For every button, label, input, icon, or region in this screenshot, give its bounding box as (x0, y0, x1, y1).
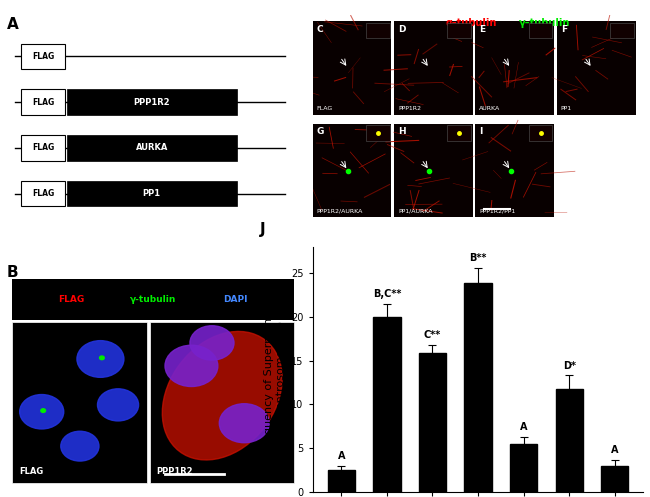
Text: FLAG: FLAG (20, 467, 44, 476)
Text: FLAG: FLAG (32, 52, 55, 61)
Text: FLAG: FLAG (317, 106, 333, 111)
Text: γ–tubulin: γ–tubulin (519, 18, 570, 28)
Text: PP1: PP1 (143, 189, 161, 198)
Text: C: C (317, 25, 323, 34)
Bar (556, 389, 583, 492)
Bar (557, 21, 636, 115)
Text: FLAG: FLAG (58, 295, 84, 304)
Circle shape (41, 409, 46, 413)
Bar (12, 322, 148, 483)
Bar (447, 22, 471, 38)
Bar (12, 279, 294, 320)
Text: C**: C** (424, 331, 441, 340)
Bar (366, 125, 389, 141)
Bar (313, 21, 391, 115)
Text: I: I (479, 127, 483, 136)
Text: F: F (561, 25, 567, 34)
Circle shape (190, 326, 234, 360)
Bar (313, 124, 391, 217)
Text: J: J (259, 222, 265, 237)
Text: FLAG: FLAG (32, 144, 55, 153)
Text: α–tubulin: α–tubulin (446, 18, 497, 28)
FancyBboxPatch shape (67, 135, 237, 161)
Text: FLAG: FLAG (32, 189, 55, 198)
Text: A: A (6, 17, 18, 32)
Bar (528, 125, 552, 141)
Text: PP1/AURKA: PP1/AURKA (398, 208, 432, 214)
Text: D: D (398, 25, 406, 34)
Text: PPP1R2: PPP1R2 (398, 106, 421, 111)
Text: AURKA: AURKA (136, 144, 168, 153)
Bar (610, 22, 634, 38)
Circle shape (219, 404, 269, 443)
Bar (366, 22, 389, 38)
Text: AURKA: AURKA (479, 106, 501, 111)
Text: DAPI: DAPI (223, 295, 248, 304)
Ellipse shape (162, 331, 282, 460)
Bar (464, 283, 491, 492)
Text: B,C**: B,C** (372, 289, 401, 299)
Bar (394, 21, 473, 115)
Bar (373, 317, 400, 492)
Circle shape (99, 356, 104, 360)
FancyBboxPatch shape (21, 44, 65, 69)
Circle shape (77, 340, 124, 377)
Text: PP1: PP1 (561, 106, 572, 111)
Bar (150, 322, 294, 483)
Y-axis label: Frequency of Supernumerary
Centrosomes (%): Frequency of Supernumerary Centrosomes (… (264, 288, 285, 451)
Bar (510, 444, 538, 492)
Text: FLAG: FLAG (32, 97, 55, 106)
Bar (601, 466, 629, 492)
FancyBboxPatch shape (67, 89, 237, 115)
Text: E: E (479, 25, 486, 34)
Bar (419, 353, 446, 492)
Text: D*: D* (563, 361, 576, 371)
Circle shape (61, 431, 99, 461)
Bar (394, 124, 473, 217)
Text: G: G (317, 127, 324, 136)
FancyBboxPatch shape (67, 181, 237, 206)
Circle shape (165, 345, 218, 387)
FancyBboxPatch shape (21, 89, 65, 115)
Bar (475, 124, 554, 217)
Bar (475, 21, 554, 115)
Text: PPP1R2: PPP1R2 (156, 467, 193, 476)
Text: γ-tubulin: γ-tubulin (130, 295, 176, 304)
Text: PPP1R2/AURKA: PPP1R2/AURKA (317, 208, 363, 214)
Circle shape (20, 395, 64, 429)
Text: PPP1R2: PPP1R2 (133, 97, 170, 106)
Bar (328, 470, 355, 492)
Bar (528, 22, 552, 38)
Text: PPP1R2/PP1: PPP1R2/PP1 (479, 208, 515, 214)
Text: A: A (611, 445, 619, 455)
Text: B: B (6, 265, 18, 280)
Text: A: A (337, 451, 345, 461)
Text: B**: B** (469, 253, 487, 263)
Circle shape (98, 389, 138, 421)
Text: H: H (398, 127, 406, 136)
FancyBboxPatch shape (21, 135, 65, 161)
Text: A: A (520, 422, 527, 432)
Bar (447, 125, 471, 141)
FancyBboxPatch shape (21, 181, 65, 206)
